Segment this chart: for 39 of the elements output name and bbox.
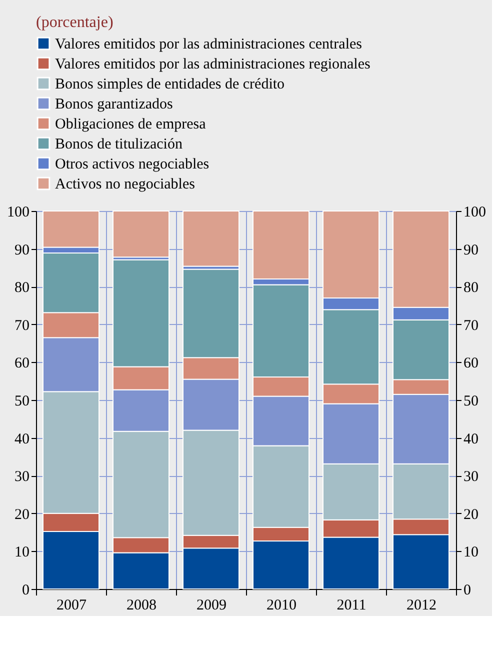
chart-title: (porcentaje) <box>36 14 114 31</box>
y-tick-label: 30 <box>14 469 30 486</box>
x-tick-label: 2009 <box>196 598 226 614</box>
y2-tick-label: 60 <box>464 356 478 372</box>
legend-label: Otros activos negociables <box>55 156 210 172</box>
y-tick-label: 100 <box>7 204 30 220</box>
x-tick-label: 2010 <box>266 598 296 614</box>
y-tick-label: 20 <box>14 506 30 523</box>
y2-tick-label: 30 <box>464 469 478 486</box>
legend-label: Valores emitidos por las administraciones centrales <box>55 36 362 52</box>
legend-label: Bonos garantizados <box>55 96 174 112</box>
x-tick-label: 2008 <box>126 598 156 614</box>
y2-tick-label: 50 <box>464 394 478 410</box>
x-tick-label: 2007 <box>56 598 87 614</box>
y-tick-label: 50 <box>14 394 30 410</box>
y-tick-label: 40 <box>14 431 30 448</box>
y-tick-label: 70 <box>14 318 30 334</box>
y2-tick-label: 90 <box>464 242 478 258</box>
y2-tick-label: 0 <box>464 582 471 598</box>
legend-label: Bonos simples de entidades de crédito <box>55 76 285 92</box>
y-tick-label: 80 <box>14 280 30 296</box>
y2-tick-label: 20 <box>464 506 478 523</box>
legend-label: Bonos de titulización <box>55 136 183 152</box>
legend-label: Valores emitidos por las administraciones regionales <box>55 56 370 72</box>
x-tick-label: 2011 <box>336 598 366 614</box>
legend-label: Activos no negociables <box>55 176 196 192</box>
bar <box>112 210 170 258</box>
y2-tick-label: 80 <box>464 280 478 296</box>
y2-tick-label: 100 <box>464 204 486 220</box>
bar <box>182 210 240 267</box>
y2-tick-label: 40 <box>464 431 478 448</box>
y-tick-label: 90 <box>14 242 30 258</box>
legend-label: Obligaciones de empresa <box>55 116 206 132</box>
y2-tick-label: 70 <box>464 318 478 334</box>
y-tick-label: 0 <box>22 582 30 598</box>
y-tick-label: 10 <box>14 544 30 561</box>
y2-tick-label: 10 <box>464 544 478 561</box>
x-tick-label: 2012 <box>406 598 436 614</box>
y-tick-label: 60 <box>14 356 30 372</box>
